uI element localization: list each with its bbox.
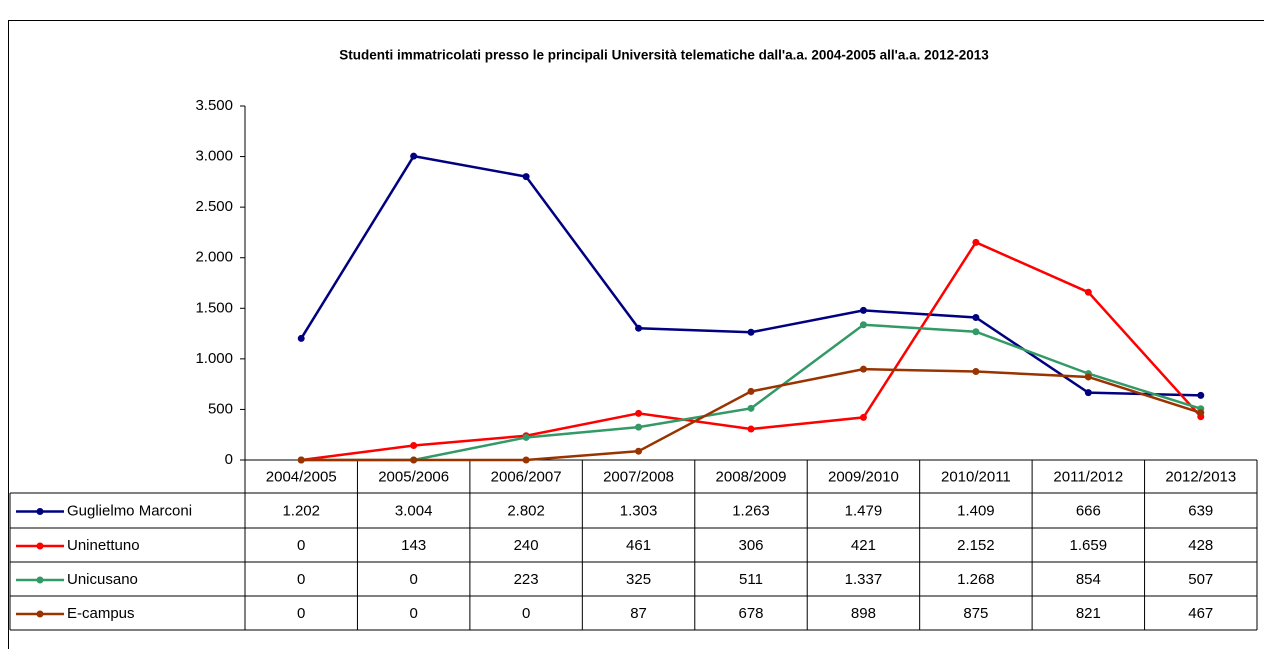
category-label: 2005/2006 (378, 468, 449, 485)
data-point (410, 456, 418, 464)
table-cell: 421 (851, 537, 876, 554)
data-point (972, 238, 980, 246)
table-cell: 1.409 (957, 502, 995, 519)
data-point (1084, 389, 1092, 397)
legend-label: E-campus (67, 605, 135, 622)
legend-label: Uninettuno (67, 537, 140, 554)
table-cell: 2.152 (957, 537, 995, 554)
data-point (1197, 409, 1205, 417)
data-point (522, 456, 530, 464)
chart-title: Studenti immatricolati presso le princip… (339, 48, 989, 63)
table-cell: 0 (297, 605, 305, 622)
category-label: 2011/2012 (1053, 468, 1123, 485)
data-point (747, 404, 755, 412)
category-label: 2004/2005 (266, 468, 337, 485)
table-cell: 240 (514, 537, 539, 554)
table-cell: 143 (401, 537, 426, 554)
table-cell: 511 (739, 571, 763, 588)
data-point (635, 447, 643, 455)
legend-marker (36, 610, 44, 618)
data-point (1084, 288, 1092, 296)
table-cell: 87 (630, 605, 647, 622)
category-label: 2009/2010 (828, 468, 899, 485)
table-cell: 666 (1076, 502, 1101, 519)
table-cell: 0 (297, 571, 305, 588)
data-point (747, 328, 755, 336)
data-point (859, 321, 867, 329)
table-cell: 467 (1188, 605, 1213, 622)
category-label: 2007/2008 (603, 468, 674, 485)
y-tick-label: 500 (208, 400, 233, 417)
table-cell: 306 (738, 537, 763, 554)
data-point (522, 433, 530, 441)
table-cell: 1.202 (282, 502, 320, 519)
legend-marker (36, 508, 44, 515)
table-cell: 854 (1076, 571, 1101, 588)
chart-frame (8, 20, 1264, 649)
data-point (972, 313, 980, 321)
y-tick-label: 2.000 (195, 249, 233, 266)
table-cell: 507 (1188, 571, 1213, 588)
table-cell: 1.479 (845, 502, 883, 519)
table-cell: 0 (409, 605, 417, 622)
table-cell: 2.802 (507, 502, 545, 519)
data-point (747, 387, 755, 395)
category-label: 2010/2011 (941, 468, 1011, 485)
legend-label: Unicusano (67, 571, 138, 588)
legend-marker (36, 542, 44, 550)
table-cell: 428 (1188, 537, 1213, 554)
data-point (972, 368, 980, 375)
data-point (859, 413, 867, 421)
data-point (635, 409, 643, 417)
data-point (635, 423, 643, 431)
table-cell: 0 (409, 571, 417, 588)
legend-marker (36, 576, 44, 584)
data-point (410, 442, 418, 450)
category-label: 2012/2013 (1165, 468, 1236, 485)
table-cell: 898 (851, 605, 876, 622)
category-label: 2006/2007 (491, 468, 562, 485)
table-cell: 639 (1188, 502, 1213, 519)
data-point (297, 334, 305, 342)
table-cell: 1.659 (1070, 537, 1108, 554)
table-cell: 461 (626, 537, 651, 554)
table-cell: 325 (626, 571, 651, 588)
table-cell: 0 (297, 537, 305, 554)
table-cell: 1.268 (957, 571, 995, 588)
table-cell: 678 (738, 605, 763, 622)
data-point (859, 365, 867, 373)
data-point (972, 328, 980, 336)
y-tick-label: 0 (225, 451, 233, 468)
table-cell: 1.337 (845, 571, 883, 588)
data-point (410, 152, 418, 160)
table-cell: 223 (514, 571, 539, 588)
table-cell: 875 (963, 605, 988, 622)
data-point (297, 456, 305, 464)
table-cell: 1.263 (732, 502, 770, 519)
data-point (522, 173, 530, 181)
y-tick-label: 2.500 (195, 198, 233, 215)
data-point (747, 425, 755, 433)
y-tick-label: 1.000 (195, 350, 233, 367)
table-cell: 821 (1076, 605, 1101, 622)
y-tick-label: 3.500 (195, 97, 233, 114)
data-point (1084, 373, 1092, 381)
data-point (859, 306, 867, 314)
legend-label: Guglielmo Marconi (67, 502, 192, 519)
table-cell: 3.004 (395, 502, 433, 519)
data-point (635, 324, 643, 332)
data-point (1197, 391, 1205, 399)
table-cell: 1.303 (620, 502, 658, 519)
y-tick-label: 3.000 (195, 148, 233, 165)
table-cell: 0 (522, 605, 530, 622)
category-label: 2008/2009 (716, 468, 787, 485)
y-tick-label: 1.500 (195, 299, 233, 316)
